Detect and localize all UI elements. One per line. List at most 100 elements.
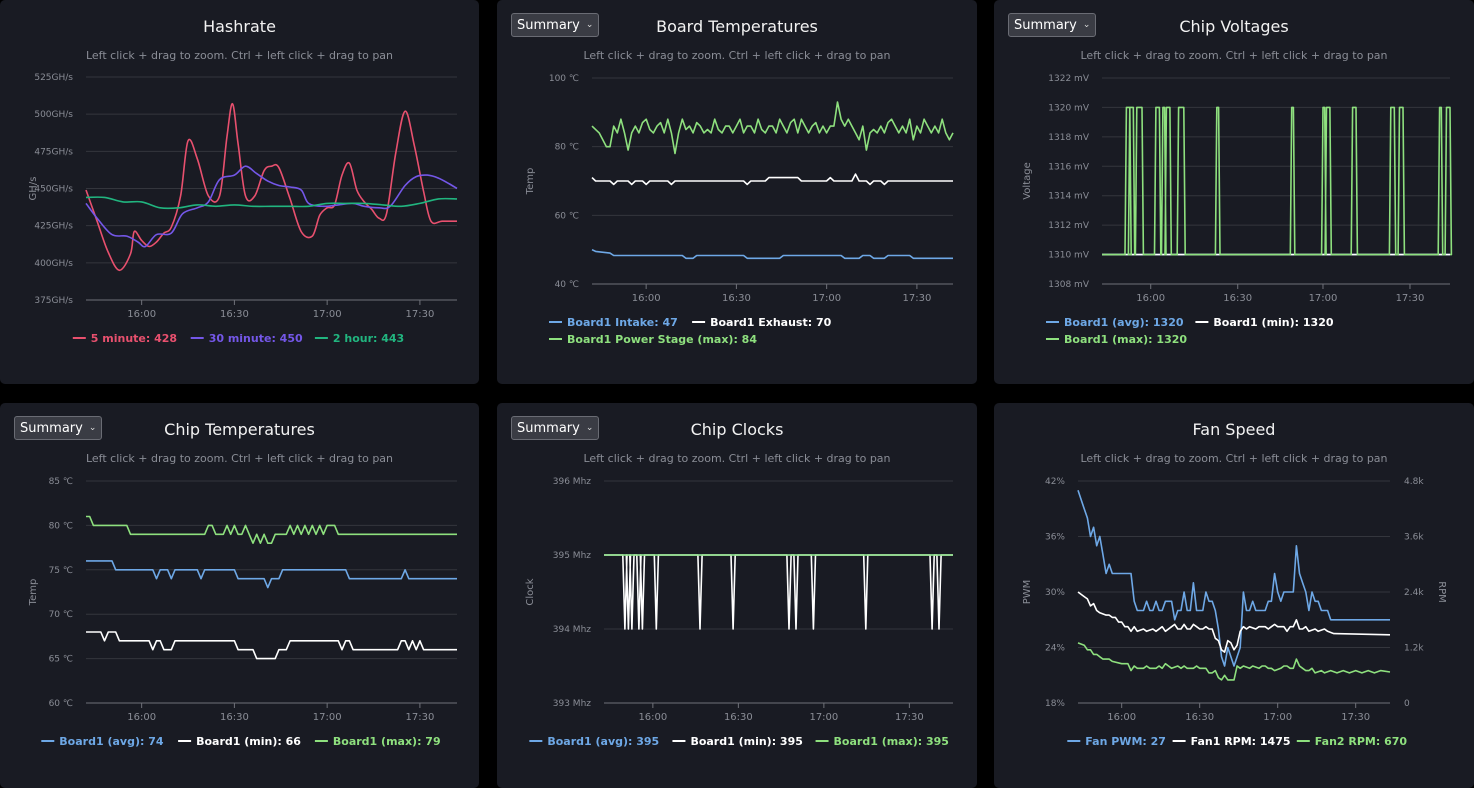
- x-tick-label: 16:00: [1136, 293, 1165, 304]
- x-tick-label: 16:00: [632, 293, 661, 304]
- board-temperatures-chart[interactable]: 40 ℃ 60 ℃ 80 ℃ 100 ℃ 16:00 16:30 17:00 17:30 Tem…: [497, 0, 977, 384]
- legend-item: Board1 (max): 395: [834, 735, 949, 748]
- summary-select[interactable]: Summary ⌄: [511, 13, 600, 37]
- x-tick-label: 16:00: [638, 712, 667, 723]
- hashrate-chart[interactable]: 375GH/s 400GH/s 425GH/s 450GH/s 475GH/s 500GH…: [0, 0, 479, 384]
- y2-tick-label: 1.2k: [1404, 644, 1424, 654]
- x-tick-label: 16:00: [127, 309, 156, 320]
- y-tick-label: 75 ℃: [49, 566, 73, 576]
- x-tick-label: 16:00: [127, 712, 156, 723]
- y-tick-label: 40 ℃: [555, 280, 579, 290]
- y2-tick-label: 0: [1404, 699, 1410, 709]
- series-line-2: [1102, 106, 1453, 256]
- legend-item: 2 hour: 443: [333, 332, 404, 345]
- legend-item: 30 minute: 450: [209, 332, 303, 345]
- x-tick-label: 17:00: [313, 712, 342, 723]
- x-tick-label: 16:30: [220, 712, 249, 723]
- zoom-hint: Left click + drag to zoom. Ctrl + left c…: [1080, 49, 1388, 62]
- y-tick-label: 85 ℃: [49, 477, 73, 487]
- series-line-2: [86, 515, 457, 544]
- x-tick-label: 17:00: [809, 712, 838, 723]
- y-tick-label: 24%: [1045, 644, 1065, 654]
- x-tick-label: 17:00: [313, 309, 342, 320]
- summary-select-label: Summary: [517, 420, 580, 436]
- x-tick-label: 17:30: [405, 712, 434, 723]
- x-tick-label: 16:30: [722, 293, 751, 304]
- summary-select-label: Summary: [1014, 17, 1077, 33]
- series-line-2: [85, 196, 458, 210]
- summary-select-label: Summary: [517, 17, 580, 33]
- panel-chip-temperatures: Chip Temperatures Left click + drag to z…: [0, 403, 479, 788]
- y-axis-label: PWM: [1022, 580, 1033, 605]
- legend-item: Board1 (avg): 395: [547, 735, 659, 748]
- y-tick-label: 375GH/s: [34, 296, 73, 306]
- legend-item: 5 minute: 428: [91, 332, 177, 345]
- legend-item: Board1 (min): 395: [690, 735, 802, 748]
- y-tick-label: 475GH/s: [34, 147, 73, 157]
- y-tick-label: 30%: [1045, 588, 1065, 598]
- legend-item: Board1 Power Stage (max): 84: [567, 333, 757, 346]
- summary-select-label: Summary: [20, 420, 83, 436]
- x-tick-label: 17:30: [902, 293, 931, 304]
- y-tick-label: 396 Mhz: [553, 477, 592, 487]
- zoom-hint: Left click + drag to zoom. Ctrl + left c…: [583, 49, 891, 62]
- summary-select[interactable]: Summary ⌄: [511, 416, 600, 440]
- legend-item: Fan PWM: 27: [1085, 735, 1166, 748]
- y2-axis-label: RPM: [1436, 581, 1447, 603]
- chip-voltages-chart[interactable]: 1308 mV 1310 mV 1312 mV 1314 mV 1316 mV 1318 …: [994, 0, 1474, 384]
- series-line-1: [591, 173, 953, 186]
- legend-item: Board1 Exhaust: 70: [710, 316, 832, 329]
- series-line-2: [1077, 642, 1391, 681]
- x-tick-label: 16:00: [1107, 712, 1136, 723]
- series-line-1: [604, 554, 953, 630]
- y2-tick-label: 2.4k: [1404, 588, 1424, 598]
- series-line-1: [1077, 591, 1391, 653]
- legend-item: Board1 (max): 79: [333, 735, 441, 748]
- y-axis-label: Voltage: [1022, 162, 1033, 200]
- legend-item: Board1 (min): 66: [196, 735, 301, 748]
- series-line-1: [85, 165, 458, 248]
- legend-item: Fan2 RPM: 670: [1315, 735, 1408, 748]
- y-axis-label: GH/s: [28, 177, 39, 201]
- zoom-hint: Left click + drag to zoom. Ctrl + left c…: [85, 49, 394, 62]
- panel-chip-voltages: Chip Voltages Left click + drag to zoom.…: [994, 0, 1474, 384]
- legend-item: Board1 (max): 1320: [1064, 333, 1187, 346]
- legend-item: Board1 (avg): 74: [59, 735, 164, 748]
- y-tick-label: 425GH/s: [34, 222, 73, 232]
- summary-select[interactable]: Summary ⌄: [1008, 13, 1097, 37]
- y-tick-label: 450GH/s: [34, 185, 73, 195]
- x-tick-label: 17:30: [405, 309, 434, 320]
- x-tick-label: 16:30: [724, 712, 753, 723]
- chart-title: Chip Clocks: [690, 420, 784, 439]
- legend-item: Board1 (min): 1320: [1213, 316, 1333, 329]
- zoom-hint: Left click + drag to zoom. Ctrl + left c…: [85, 452, 394, 465]
- y-axis-label: Temp: [525, 168, 536, 196]
- series-line-0: [86, 560, 457, 589]
- y-tick-label: 65 ℃: [49, 655, 73, 665]
- x-tick-label: 17:30: [1396, 293, 1425, 304]
- y-tick-label: 1308 mV: [1048, 280, 1090, 290]
- x-tick-label: 17:00: [1309, 293, 1338, 304]
- chart-title: Chip Voltages: [1179, 17, 1289, 36]
- x-tick-label: 17:00: [812, 293, 841, 304]
- y-tick-label: 1312 mV: [1048, 221, 1090, 231]
- y-tick-label: 393 Mhz: [553, 699, 592, 709]
- y-tick-label: 1310 mV: [1048, 251, 1090, 261]
- chevron-down-icon: ⌄: [585, 20, 594, 30]
- chip-temperatures-chart[interactable]: 60 ℃ 65 ℃ 70 ℃ 75 ℃ 80 ℃ 85 ℃ 16:00 16:30 17:00 1…: [0, 403, 479, 788]
- zoom-hint: Left click + drag to zoom. Ctrl + left c…: [583, 452, 891, 465]
- legend-item: Board1 Intake: 47: [567, 316, 678, 329]
- chevron-down-icon: ⌄: [88, 423, 97, 433]
- summary-select[interactable]: Summary ⌄: [14, 416, 103, 440]
- x-tick-label: 17:00: [1263, 712, 1292, 723]
- zoom-hint: Left click + drag to zoom. Ctrl + left c…: [1080, 452, 1388, 465]
- fan-speed-chart[interactable]: 18% 24% 30% 36% 42% 0 1.2k 2.4k 3.6k 4.8k 16:00 16:…: [994, 403, 1474, 788]
- y-tick-label: 60 ℃: [49, 699, 73, 709]
- y-tick-label: 1316 mV: [1048, 162, 1090, 172]
- y-tick-label: 70 ℃: [49, 610, 73, 620]
- x-tick-label: 16:30: [1223, 293, 1252, 304]
- x-tick-label: 16:30: [1185, 712, 1214, 723]
- chevron-down-icon: ⌄: [585, 423, 594, 433]
- chevron-down-icon: ⌄: [1082, 20, 1091, 30]
- chip-clocks-chart[interactable]: 393 Mhz 394 Mhz 395 Mhz 396 Mhz 16:00 16:30 17…: [497, 403, 977, 788]
